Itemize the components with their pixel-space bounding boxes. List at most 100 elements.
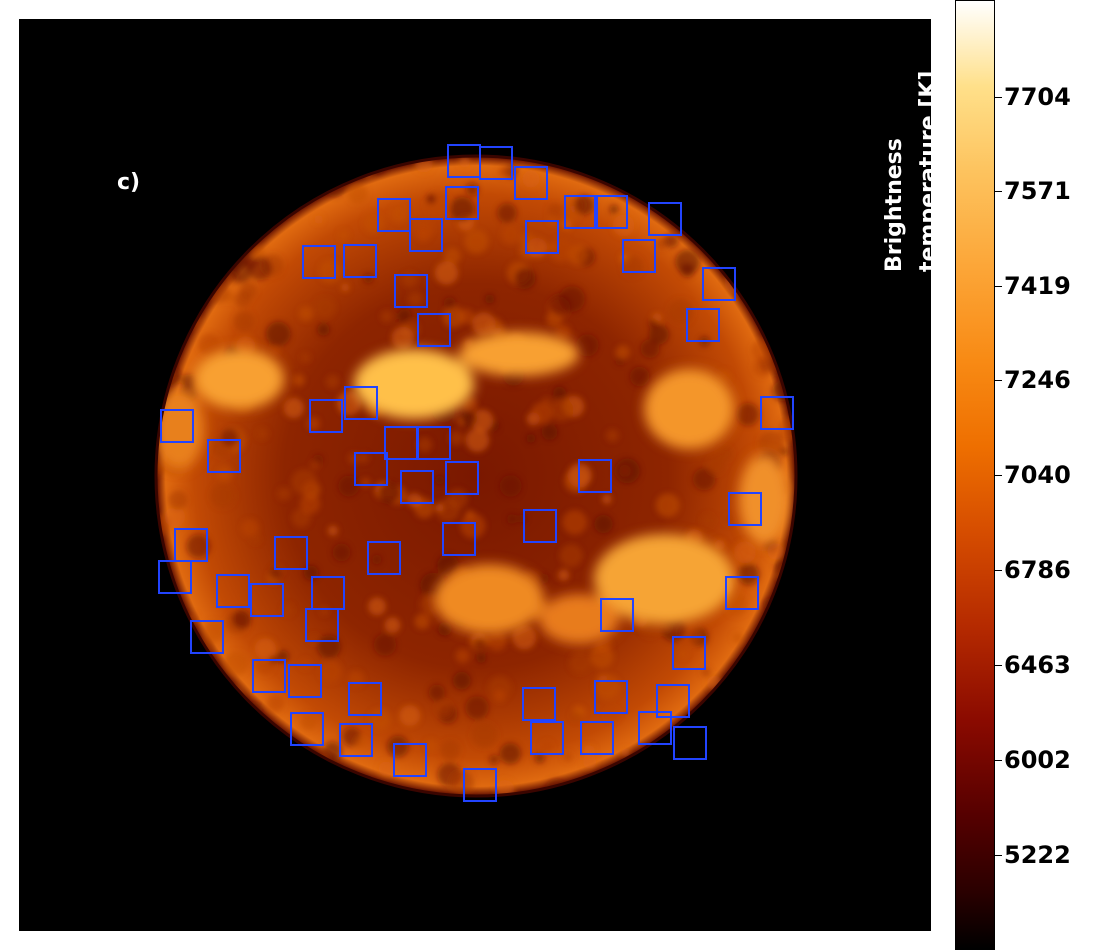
marker-box xyxy=(525,220,559,254)
granule xyxy=(518,514,527,523)
granule xyxy=(205,760,229,784)
granule xyxy=(384,617,401,634)
granule xyxy=(256,427,269,440)
granule xyxy=(169,267,193,291)
granule xyxy=(526,433,536,444)
granule xyxy=(484,294,495,304)
marker-box xyxy=(638,711,672,745)
granule xyxy=(573,156,591,167)
granule xyxy=(322,764,331,773)
granule xyxy=(716,755,731,771)
granule xyxy=(354,736,367,748)
colorbar-tick-label: 6463 xyxy=(1004,651,1071,679)
granule xyxy=(299,493,321,514)
granule xyxy=(257,778,273,795)
marker-box xyxy=(648,202,682,236)
granule xyxy=(319,660,343,683)
marker-box xyxy=(594,195,628,229)
granule xyxy=(769,721,782,734)
colorbar-tick-label: 7704 xyxy=(1004,83,1071,111)
marker-box xyxy=(302,245,336,279)
granule xyxy=(428,684,445,701)
granule xyxy=(629,366,650,387)
marker-box xyxy=(252,659,286,693)
granule xyxy=(733,541,757,564)
granule xyxy=(465,182,479,196)
granule xyxy=(576,334,599,357)
granule xyxy=(729,703,747,722)
colorbar-title-line2: temperature [K] xyxy=(916,70,941,273)
granule xyxy=(225,736,247,757)
granule xyxy=(534,752,545,764)
granule xyxy=(270,766,283,779)
granule xyxy=(570,709,583,722)
granule xyxy=(773,333,784,344)
granule xyxy=(772,699,781,707)
colorbar-tick-label: 7571 xyxy=(1004,177,1071,205)
marker-box xyxy=(250,583,284,617)
granule xyxy=(259,175,269,185)
granule xyxy=(158,344,178,364)
granule xyxy=(761,654,787,680)
granule xyxy=(250,533,261,544)
colorbar-tick-label: 5222 xyxy=(1004,841,1071,869)
granule xyxy=(578,156,591,164)
granule xyxy=(221,429,239,447)
granule xyxy=(559,544,583,568)
granule xyxy=(476,652,487,664)
marker-box xyxy=(158,560,192,594)
granule xyxy=(775,621,796,646)
granule xyxy=(777,156,788,165)
granule xyxy=(248,256,272,281)
granule xyxy=(654,163,671,180)
granule xyxy=(459,156,471,168)
granule xyxy=(693,468,716,491)
granule xyxy=(640,339,660,359)
marker-box xyxy=(417,313,451,347)
granule xyxy=(774,264,785,275)
marker-box xyxy=(656,684,690,718)
granule xyxy=(435,700,452,717)
granule xyxy=(767,197,790,221)
granule xyxy=(359,452,370,463)
granule xyxy=(426,194,437,204)
granule xyxy=(156,347,167,368)
granule xyxy=(736,167,751,182)
granule xyxy=(519,232,535,248)
granule xyxy=(774,779,788,792)
granule xyxy=(186,534,211,559)
granule xyxy=(676,728,688,740)
granule xyxy=(780,164,796,187)
granule xyxy=(558,569,570,581)
granule xyxy=(648,318,659,329)
marker-box xyxy=(514,166,548,200)
granule xyxy=(306,417,321,431)
granule xyxy=(767,543,784,560)
granule xyxy=(718,370,731,383)
marker-box xyxy=(530,721,564,755)
granule xyxy=(436,554,459,577)
granule xyxy=(387,735,409,758)
granule xyxy=(744,192,754,201)
granule xyxy=(291,508,311,528)
granule xyxy=(241,519,259,537)
colorbar-title: Brightness temperature [K] xyxy=(878,71,946,273)
granule xyxy=(170,647,197,673)
granule xyxy=(548,237,574,262)
granule xyxy=(246,713,257,724)
granule xyxy=(210,483,236,509)
colorbar-tick-label: 7246 xyxy=(1004,366,1071,394)
granule xyxy=(314,214,324,224)
granule xyxy=(310,460,320,470)
granule xyxy=(541,741,553,753)
granule xyxy=(597,673,608,684)
granule xyxy=(501,225,520,245)
marker-box xyxy=(409,218,443,252)
granule xyxy=(443,297,456,310)
granule xyxy=(737,563,760,586)
granule xyxy=(399,705,421,727)
granule xyxy=(254,638,277,660)
granule xyxy=(547,214,558,225)
marker-box xyxy=(288,664,322,698)
granule xyxy=(196,292,208,304)
